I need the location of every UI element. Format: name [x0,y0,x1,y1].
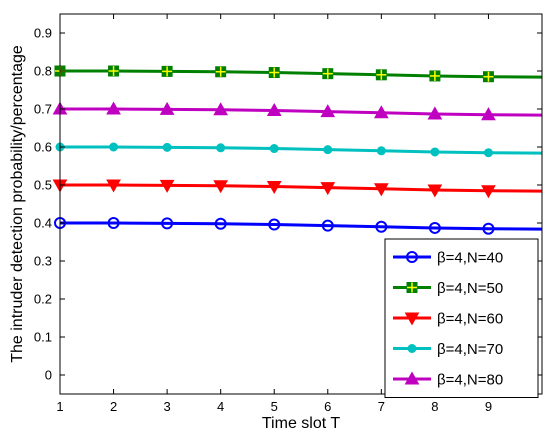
legend-entry-3: β=4,N=60 [393,311,503,328]
legend-marker [406,251,418,263]
legend-label: β=4,N=70 [437,341,503,358]
data-point [375,69,387,81]
legend-label: β=4,N=40 [437,250,503,267]
y-tick-label: 0.5 [34,178,52,193]
data-point [375,220,388,233]
data-point [268,218,281,231]
legend: β=4,N=40 β=4,N=50 β=4,N=60 β=4,N=70 β=4,N=80 [384,238,539,398]
series-line [60,69,543,79]
data-point [482,222,495,235]
series-line [60,221,543,231]
legend-entry-5: β=4,N=80 [393,371,503,389]
data-point [481,107,496,121]
x-tick-label: 2 [110,399,117,414]
data-point [482,71,494,83]
data-point [483,148,493,158]
data-point [320,182,336,196]
axes-frame [59,13,543,395]
series-line [60,107,543,117]
x-tick-label: 5 [271,399,278,414]
x-tick-label: 6 [324,399,331,414]
series-2 [54,65,543,83]
data-point [216,143,226,153]
data-point [266,103,282,117]
data-point [427,106,443,120]
legend-label: β=4,N=50 [437,280,503,297]
x-tick-label: 3 [163,399,170,414]
y-tick-label: 0.9 [34,26,52,41]
data-point [323,145,333,155]
data-point [162,142,172,152]
y-tick-label: 0.8 [34,64,52,79]
data-point [109,142,119,152]
data-point [322,68,334,80]
data-point [428,221,441,234]
x-axis-title: Time slot T [262,415,340,432]
legend-marker [404,371,420,385]
y-axis-title: The intruder detection probability/perce… [9,45,26,363]
x-tick-label: 4 [217,399,224,414]
legend-marker [407,344,417,353]
data-point [376,146,386,156]
data-point [373,183,389,197]
data-point [269,144,279,154]
legend-label: β=4,N=60 [437,311,503,328]
y-tick-label: 0.2 [34,292,52,307]
y-tick-label: 0.7 [34,102,52,117]
series-layer [52,65,543,235]
data-point [159,179,175,193]
data-point [268,67,280,79]
y-tick-label: 0.6 [34,140,52,155]
data-point [321,219,334,232]
x-tick-label: 7 [378,399,385,414]
legend-entry-1: β=4,N=40 [393,250,503,267]
x-tick-label: 8 [431,399,438,414]
series-line [60,183,543,193]
data-point [106,101,121,115]
data-point [481,185,496,199]
data-point [215,66,227,78]
data-point [161,65,173,77]
y-tick-label: 0.3 [34,254,52,269]
data-point [214,217,227,230]
legend-label: β=4,N=80 [437,372,503,389]
legend-marker [404,312,420,326]
x-tick-label: 1 [56,399,63,414]
data-point [320,104,336,118]
data-point [108,65,120,77]
data-point [266,181,282,195]
axes-layer: 1 2 3 4 5 6 7 8 9 0 0.1 0.2 0.3 0.4 0.5 0.6 0.7 0.8 0.9 [34,13,543,414]
data-point [161,217,174,230]
data-point [213,180,229,194]
x-tick-label: 9 [485,399,492,414]
data-point [430,147,440,157]
legend-marker [406,282,418,293]
data-point [107,217,120,229]
series-line [60,145,543,155]
legend-entry-4: β=4,N=70 [393,341,503,358]
data-point [373,105,389,119]
legend-entry-2: β=4,N=50 [393,280,503,297]
data-point [159,101,175,115]
data-point [429,70,441,82]
data-point [213,102,229,116]
y-tick-label: 0.4 [34,216,52,231]
y-tick-label: 0 [45,368,52,383]
data-point [427,184,443,198]
data-point [106,179,121,193]
series-3 [52,179,543,199]
y-tick-label: 0.1 [34,330,52,345]
